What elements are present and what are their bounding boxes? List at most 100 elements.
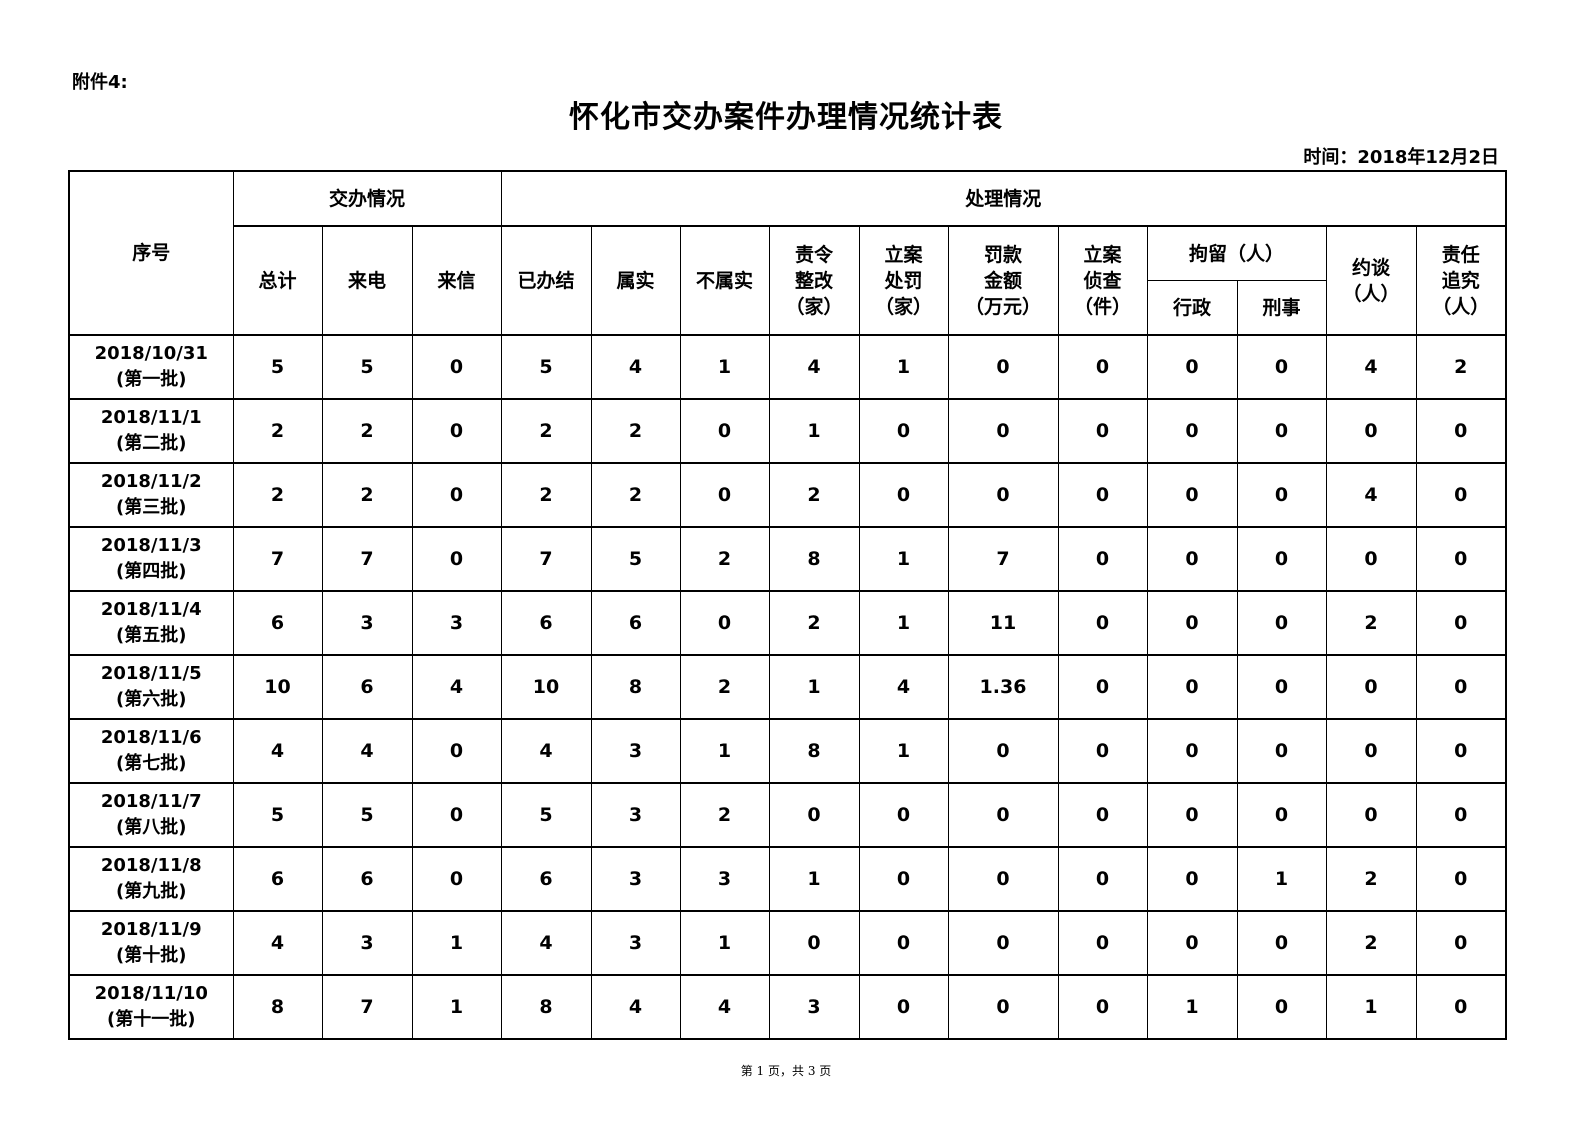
- cell-value: 0: [411, 526, 502, 592]
- cell-value: 0: [947, 462, 1059, 528]
- cell-value: 2: [321, 398, 413, 464]
- header-handled-group: 处理情况: [500, 170, 1507, 227]
- cell-value: 0: [1146, 398, 1238, 464]
- cell-seq: 2018/11/8 (第九批): [68, 846, 234, 912]
- cell-value: 7: [321, 526, 413, 592]
- cell-value: 0: [1236, 462, 1327, 528]
- cell-value: 8: [590, 654, 681, 720]
- cell-seq: 2018/11/4 (第五批): [68, 590, 234, 656]
- cell-value: 3: [679, 846, 770, 912]
- header-letter: 来信: [411, 225, 502, 336]
- header-total: 总计: [232, 225, 323, 336]
- cell-value: 2: [321, 462, 413, 528]
- cell-value: 0: [1236, 718, 1327, 784]
- header-row-3: 行政 刑事: [69, 280, 1506, 336]
- header-completed: 已办结: [500, 225, 592, 336]
- header-line: （家）: [785, 295, 843, 318]
- header-line: （人）: [1342, 282, 1400, 305]
- cell-value: 6: [321, 654, 413, 720]
- cell-value: 6: [590, 590, 681, 656]
- cell-value: 4: [500, 718, 592, 784]
- cell-value: 4: [321, 718, 413, 784]
- cell-value: 0: [858, 782, 949, 848]
- header-rectify: 责令 整改 （家）: [768, 225, 860, 336]
- seq-batch: (第十批): [116, 945, 187, 966]
- table-row: 2018/11/1 (第二批) 2 2 0 2 2 0 1 0 0 0 0 0 0 0: [68, 398, 1507, 464]
- cell-value: 7: [321, 974, 413, 1040]
- cell-value: 4: [500, 910, 592, 976]
- seq-batch: (第六批): [116, 689, 187, 710]
- cell-value: 4: [679, 974, 770, 1040]
- header-assigned-group: 交办情况: [232, 170, 502, 227]
- cell-value: 3: [590, 782, 681, 848]
- table-row: 2018/11/3 (第四批) 7 7 0 7 5 2 8 1 7 0 0 0 0 0: [68, 526, 1507, 592]
- cell-value: 0: [858, 846, 949, 912]
- seq-date: 2018/11/10: [94, 983, 208, 1004]
- cell-value: 8: [768, 526, 860, 592]
- seq-batch: (第一批): [116, 369, 187, 390]
- cell-value: 4: [1325, 462, 1417, 528]
- cell-value: 0: [1236, 526, 1327, 592]
- cell-value: 1: [411, 974, 502, 1040]
- cell-value: 6: [232, 846, 323, 912]
- seq-date: 2018/10/31: [94, 343, 208, 364]
- header-phone: 来电: [321, 225, 413, 336]
- header-line: （人）: [1432, 295, 1490, 318]
- cell-value: 2: [590, 398, 681, 464]
- cell-seq: 2018/11/1 (第二批): [68, 398, 234, 464]
- cell-value: 3: [321, 590, 413, 656]
- cell-seq: 2018/11/5 (第六批): [68, 654, 234, 720]
- cell-value: 0: [1057, 334, 1148, 400]
- seq-batch: (第八批): [116, 817, 187, 838]
- cell-value: 0: [679, 590, 770, 656]
- cell-value: 1: [1236, 846, 1327, 912]
- cell-value: 2: [1325, 910, 1417, 976]
- cell-value: 2: [768, 590, 860, 656]
- cell-value: 1: [679, 910, 770, 976]
- cell-seq: 2018/11/9 (第十批): [68, 910, 234, 976]
- cell-value: 0: [1057, 526, 1148, 592]
- page-footer: 第 1 页，共 3 页: [740, 1064, 832, 1078]
- cell-value: 0: [947, 910, 1059, 976]
- cell-value: 4: [232, 718, 323, 784]
- cell-value: 0: [411, 398, 502, 464]
- cell-value: 0: [1415, 782, 1507, 848]
- cell-value: 0: [1057, 910, 1148, 976]
- cell-value: 0: [1146, 718, 1238, 784]
- cell-value: 2: [1325, 590, 1417, 656]
- cell-value: 0: [1057, 654, 1148, 720]
- cell-value: 7: [947, 526, 1059, 592]
- header-not-verified: 不属实: [679, 225, 770, 336]
- cell-value: 0: [1325, 782, 1417, 848]
- cell-value: 7: [500, 526, 592, 592]
- header-line: 立案: [1083, 243, 1122, 266]
- cell-value: 0: [1415, 398, 1507, 464]
- cell-value: 0: [1057, 782, 1148, 848]
- page-title: 怀化市交办案件办理情况统计表: [569, 100, 1003, 135]
- cell-value: 0: [1057, 718, 1148, 784]
- cell-value: 10: [232, 654, 323, 720]
- header-line: 整改: [794, 269, 833, 292]
- cell-value: 1: [858, 526, 949, 592]
- cell-seq: 2018/10/31 (第一批): [68, 334, 234, 400]
- table-row: 2018/11/5 (第六批) 10 6 4 10 8 2 1 4 1.36 0 0 0 0 0: [68, 654, 1507, 720]
- cell-value: 0: [1057, 462, 1148, 528]
- header-detention-group: 拘留（人）: [1146, 225, 1327, 281]
- seq-date: 2018/11/8: [100, 855, 202, 876]
- header-verified: 属实: [590, 225, 681, 336]
- table-row: 2018/10/31 (第一批) 5 5 0 5 4 1 4 1 0 0 0 0 4 2: [68, 334, 1507, 400]
- cell-value: 1: [1325, 974, 1417, 1040]
- cell-value: 5: [321, 334, 413, 400]
- header-line: 侦查: [1083, 269, 1122, 292]
- cell-value: 0: [1146, 462, 1238, 528]
- seq-date: 2018/11/4: [100, 599, 202, 620]
- cell-value: 8: [768, 718, 860, 784]
- seq-date: 2018/11/2: [100, 471, 202, 492]
- cell-value: 1: [858, 718, 949, 784]
- header-line: 约谈: [1351, 256, 1390, 279]
- cell-value: 0: [411, 718, 502, 784]
- cell-value: 0: [411, 462, 502, 528]
- cell-value: 0: [947, 718, 1059, 784]
- cell-value: 2: [679, 654, 770, 720]
- cell-value: 0: [1146, 590, 1238, 656]
